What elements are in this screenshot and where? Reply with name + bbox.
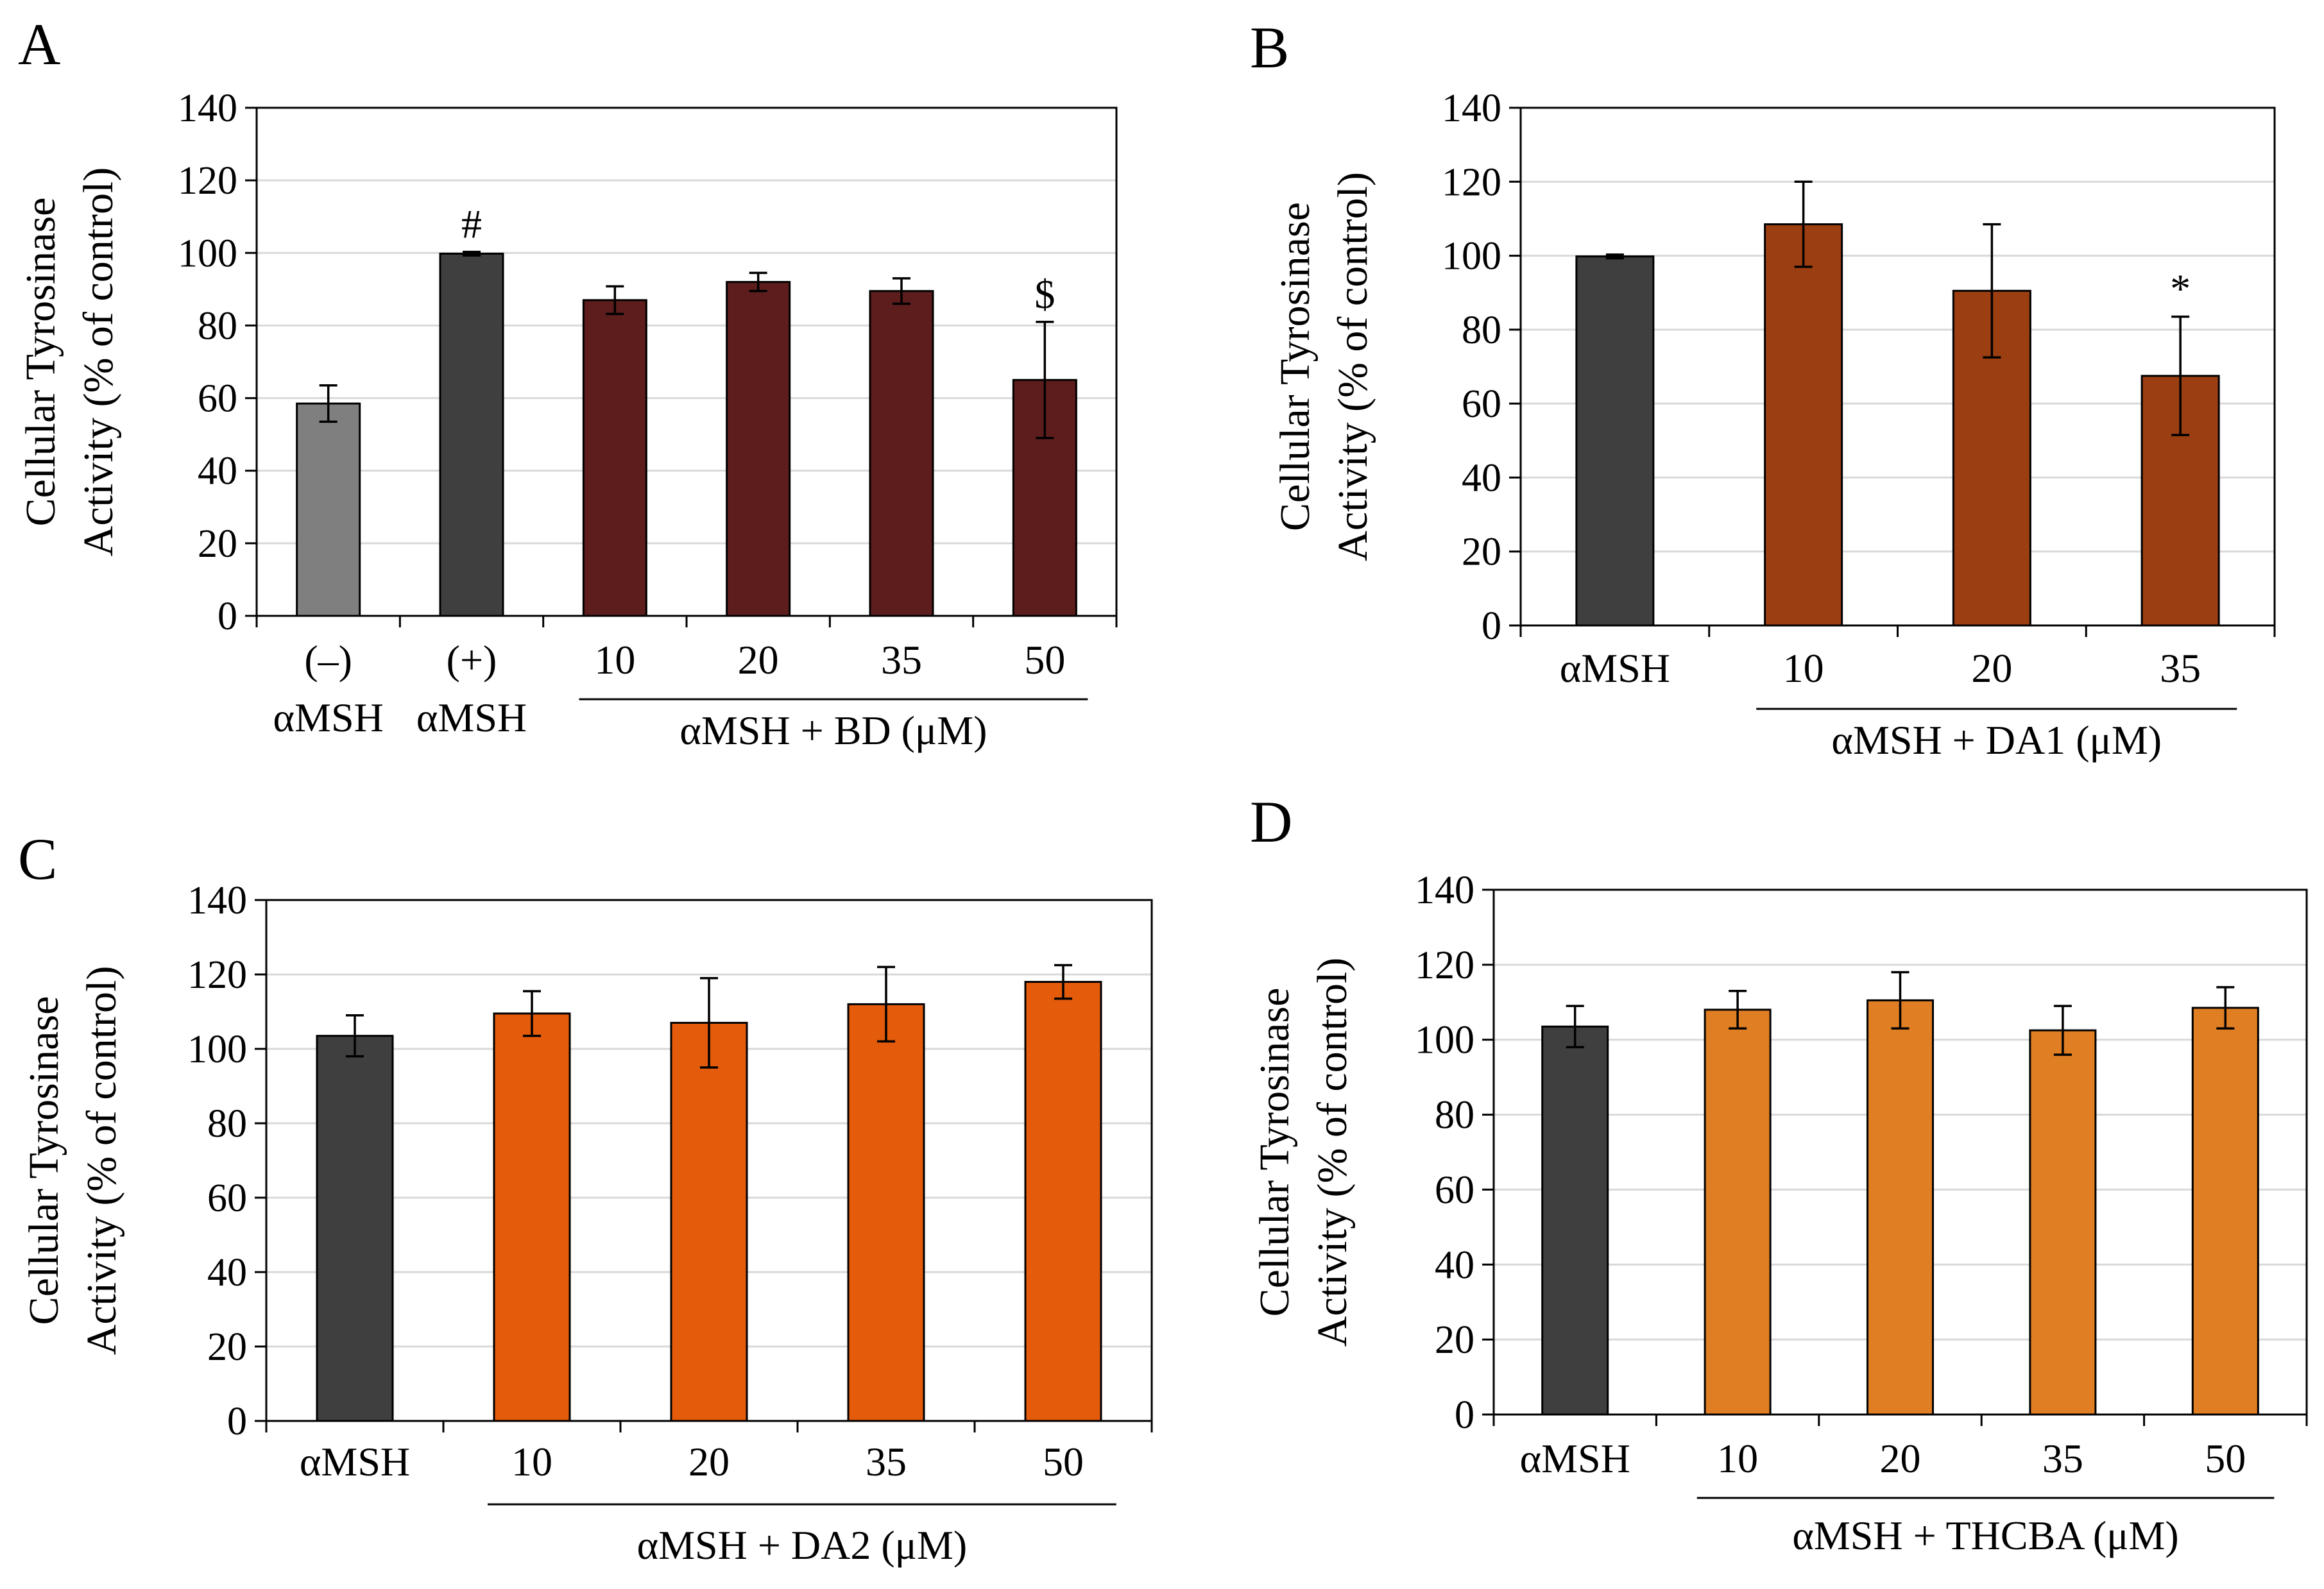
x-category-label: 35 — [866, 1439, 907, 1484]
chart-panel-b: B 0 20 40 60 80 100 120 140 * αMSH 10 20 35 αMSH + DA1… — [1250, 15, 2276, 763]
x-category-label: αMSH — [1560, 645, 1670, 691]
y-tick-label: 40 — [198, 450, 237, 493]
x-category-label: 20 — [738, 637, 779, 683]
significance-mark: * — [2170, 266, 2191, 312]
bar — [726, 281, 791, 617]
bar — [1024, 981, 1102, 1422]
x-category-label-line: (–) — [304, 637, 352, 683]
y-tick-label: 40 — [1435, 1243, 1474, 1287]
group-label: αMSH + BD (μM) — [679, 708, 987, 753]
y-tick-label: 100 — [178, 232, 237, 275]
bar — [847, 1003, 925, 1422]
bar — [582, 299, 647, 617]
y-tick-label: 80 — [1435, 1094, 1474, 1137]
y-axis-title-line2: Activity (% of control) — [1329, 172, 1376, 561]
bar — [316, 1035, 394, 1422]
x-category-label: αMSH — [1520, 1436, 1630, 1481]
x-category-label-line: αMSH — [416, 695, 527, 740]
y-axis-title-line2: Activity (% of control) — [75, 167, 122, 557]
y-tick-label: 100 — [1415, 1019, 1474, 1062]
panel-letter: C — [18, 826, 57, 892]
significance-mark: $ — [1034, 271, 1055, 317]
y-tick-label: 140 — [1415, 869, 1474, 912]
bar — [1867, 999, 1934, 1416]
x-category-label: (–) αMSH — [273, 637, 384, 740]
group-label: αMSH + THCBA (μM) — [1792, 1513, 2178, 1558]
panel-letter: A — [18, 12, 60, 77]
y-tick-label: 40 — [1462, 456, 1501, 500]
bar — [2029, 1029, 2097, 1416]
y-axis-title-line2: Activity (% of control) — [1309, 958, 1356, 1347]
y-tick-label: 40 — [207, 1251, 247, 1295]
x-category-label: 10 — [511, 1439, 552, 1484]
y-tick-label: 120 — [1415, 944, 1474, 987]
x-category-label: 35 — [2160, 645, 2201, 691]
bar — [1575, 255, 1655, 627]
bar — [869, 290, 934, 617]
y-tick-label: 120 — [1442, 160, 1501, 204]
x-category-label: 10 — [1717, 1436, 1758, 1481]
y-tick-label: 80 — [198, 304, 237, 348]
bar — [1541, 1025, 1609, 1416]
y-tick-label: 0 — [1455, 1393, 1474, 1437]
y-tick-label: 80 — [1462, 309, 1501, 352]
plot-frame — [255, 106, 1118, 617]
bar — [1704, 1008, 1772, 1416]
y-tick-label: 100 — [1442, 235, 1501, 278]
bar — [439, 252, 504, 617]
y-tick-label: 100 — [187, 1028, 247, 1071]
panel-letter: B — [1250, 15, 1289, 80]
x-category-label: 50 — [2205, 1436, 2246, 1481]
panel-letter: D — [1250, 789, 1292, 854]
y-tick-label: 20 — [198, 522, 237, 566]
group-label: αMSH + DA2 (μM) — [637, 1522, 968, 1568]
y-tick-label: 0 — [1482, 604, 1501, 648]
chart-panel-d: D 0 20 40 60 80 100 120 140 αMSH 10 20 35 50 αMSH + TH… — [1250, 789, 2308, 1558]
bar — [296, 402, 361, 617]
y-tick-label: 120 — [178, 159, 237, 203]
y-tick-label: 60 — [198, 377, 237, 421]
significance-mark: # — [461, 201, 482, 247]
y-tick-label: 60 — [1462, 382, 1501, 426]
y-tick-label: 60 — [207, 1177, 247, 1220]
y-tick-label: 20 — [1462, 531, 1501, 574]
bar — [493, 1012, 571, 1422]
x-category-label: 20 — [1971, 645, 2012, 691]
bar — [670, 1021, 748, 1422]
x-category-label-line: (+) — [447, 637, 497, 683]
x-category-label: 50 — [1043, 1439, 1084, 1484]
x-category-label: 10 — [594, 637, 635, 683]
x-category-label: 10 — [1783, 645, 1824, 691]
y-tick-label: 0 — [227, 1400, 247, 1443]
group-label: αMSH + DA1 (μM) — [1831, 717, 2162, 763]
x-category-label: (+) αMSH — [416, 637, 527, 740]
x-category-label: αMSH — [300, 1439, 410, 1484]
y-axis-title-line1: Cellular Tyrosinase — [1251, 988, 1298, 1317]
x-category-label-line: αMSH — [273, 695, 384, 740]
y-tick-label: 120 — [187, 953, 247, 997]
y-tick-label: 140 — [187, 879, 247, 922]
chart-panel-c: C 0 20 40 60 80 100 120 140 αMSH 10 20 35 50 αMSH + DA… — [18, 826, 1153, 1568]
y-tick-label: 0 — [218, 595, 237, 638]
y-axis-title-line1: Cellular Tyrosinase — [21, 996, 67, 1325]
y-tick-label: 20 — [1435, 1318, 1474, 1362]
y-axis-title-line2: Activity (% of control) — [78, 966, 125, 1355]
x-category-label: 20 — [688, 1439, 730, 1484]
y-tick-label: 20 — [207, 1325, 247, 1369]
y-tick-label: 60 — [1435, 1168, 1474, 1212]
x-category-label: 50 — [1024, 637, 1065, 683]
x-category-label: 20 — [1880, 1436, 1921, 1481]
x-category-label: 35 — [881, 637, 922, 683]
x-category-label: 35 — [2042, 1436, 2083, 1481]
bar — [2191, 1007, 2259, 1416]
y-tick-label: 140 — [178, 87, 237, 130]
bar — [1764, 223, 1843, 627]
y-axis-title-line1: Cellular Tyrosinase — [1272, 202, 1319, 531]
y-axis-title-line1: Cellular Tyrosinase — [17, 198, 64, 527]
y-tick-label: 80 — [207, 1102, 247, 1146]
chart-panel-a: A 0 20 40 60 80 100 120 140 # $ (–) αMSH (+) αMSH 10 20 3… — [17, 12, 1118, 753]
y-tick-label: 140 — [1442, 87, 1501, 130]
